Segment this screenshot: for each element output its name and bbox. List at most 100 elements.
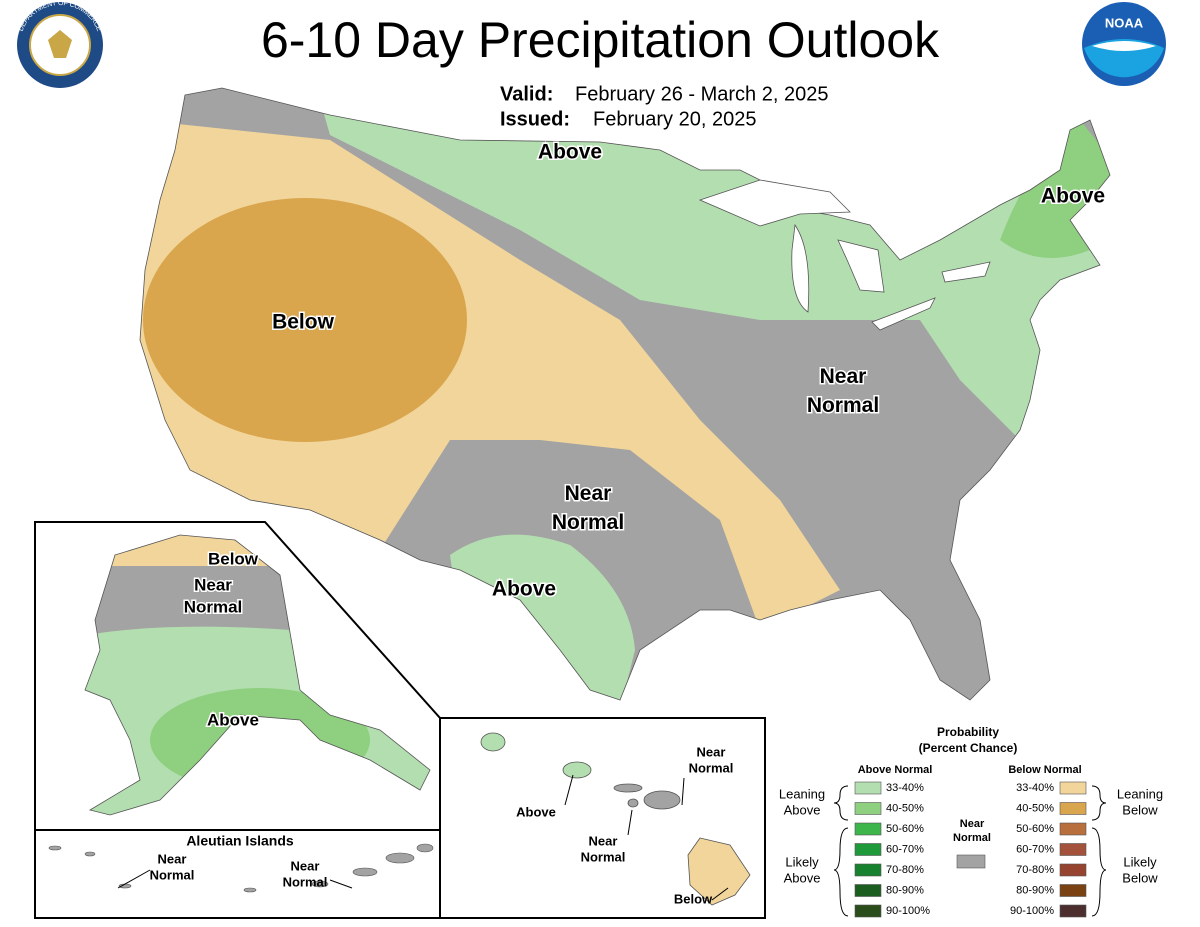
legend-swatch bbox=[1059, 884, 1087, 897]
region-label: Normal bbox=[689, 760, 734, 775]
island bbox=[352, 867, 378, 877]
legend-swatch bbox=[854, 843, 882, 856]
legend-swatch bbox=[854, 822, 882, 836]
region-label: Above bbox=[207, 710, 259, 729]
legend-swatch bbox=[1059, 822, 1087, 836]
region-label: Normal bbox=[581, 849, 626, 864]
legend-range: 50-60% bbox=[886, 823, 924, 835]
seal-eagle bbox=[48, 30, 72, 58]
bracket-label: Leaning bbox=[779, 786, 825, 801]
brace bbox=[1091, 827, 1107, 917]
region-label: Above bbox=[516, 804, 556, 819]
legend-swatch bbox=[854, 904, 882, 918]
valid-label: Valid: bbox=[500, 83, 553, 105]
legend-swatch bbox=[1059, 802, 1087, 815]
lake-michigan bbox=[791, 223, 810, 313]
title: 6-10 Day Precipitation Outlook bbox=[261, 12, 940, 68]
region-label: Below bbox=[208, 549, 259, 568]
region-label: Near bbox=[697, 744, 726, 759]
region-label: Near bbox=[291, 858, 320, 873]
hawaii-islands bbox=[480, 732, 751, 906]
legend-range: 80-90% bbox=[1016, 884, 1054, 896]
lake-erie bbox=[871, 297, 936, 331]
region-label: Normal bbox=[184, 597, 243, 616]
below-40-50-area bbox=[143, 198, 467, 442]
molokai bbox=[613, 783, 643, 793]
island bbox=[416, 843, 434, 853]
alaska-outline bbox=[84, 534, 431, 816]
region-label: Near bbox=[194, 575, 232, 594]
region-label: Near bbox=[820, 365, 867, 388]
lake-superior bbox=[698, 179, 851, 227]
legend-swatch bbox=[854, 863, 882, 877]
legend-swatch bbox=[854, 781, 882, 795]
leader-line bbox=[627, 809, 633, 836]
leader-line bbox=[681, 777, 685, 806]
noaa-logo: NOAA bbox=[1082, 2, 1166, 86]
legend: Probability (Percent Chance) Above Norma… bbox=[779, 725, 1163, 918]
bracket-label: Likely bbox=[785, 854, 819, 869]
aleutian-islands bbox=[48, 843, 434, 893]
bracket-label: Above bbox=[784, 802, 821, 817]
lake-huron bbox=[837, 239, 885, 293]
maui bbox=[643, 790, 681, 810]
legend-range: 70-80% bbox=[886, 864, 924, 876]
legend-range: 40-50% bbox=[1016, 802, 1054, 814]
legend-range: 50-60% bbox=[1016, 823, 1054, 835]
kauai bbox=[480, 732, 506, 752]
legend-swatch bbox=[1059, 863, 1087, 877]
oahu bbox=[562, 761, 592, 779]
region-label: Near bbox=[589, 833, 618, 848]
legend-swatch bbox=[1059, 781, 1087, 795]
bracket-label: Below bbox=[1122, 870, 1158, 885]
legend-swatch bbox=[1059, 843, 1087, 856]
bracket-label: Above bbox=[784, 870, 821, 885]
region-label: Above bbox=[492, 578, 556, 601]
above-header: Above Normal bbox=[858, 764, 933, 776]
issued-label: Issued: bbox=[500, 108, 570, 130]
big-island bbox=[687, 837, 751, 906]
near-label: Normal bbox=[953, 832, 991, 844]
legend-range: 90-100% bbox=[1010, 905, 1054, 917]
noaa-gull bbox=[1092, 41, 1156, 51]
brace bbox=[1091, 785, 1107, 821]
legend-range: 60-70% bbox=[886, 843, 924, 855]
hawaii-leaders bbox=[564, 774, 729, 901]
issued-date: February 20, 2025 bbox=[593, 108, 756, 130]
bracket-label: Leaning bbox=[1117, 786, 1163, 801]
brace bbox=[833, 785, 849, 821]
brace bbox=[833, 827, 849, 917]
region-label: Normal bbox=[807, 394, 879, 417]
region-label: Normal bbox=[283, 874, 328, 889]
lake-ontario bbox=[941, 261, 991, 283]
legend-range: 70-80% bbox=[1016, 864, 1054, 876]
leader-line bbox=[329, 879, 353, 889]
legend-range: 33-40% bbox=[886, 782, 924, 794]
lanai bbox=[627, 798, 639, 808]
region-label: Below bbox=[674, 891, 713, 906]
region-label: Near bbox=[158, 851, 187, 866]
island bbox=[385, 852, 415, 864]
legend-range: 60-70% bbox=[1016, 843, 1054, 855]
braces bbox=[833, 785, 1107, 917]
region-label: Below bbox=[272, 311, 335, 334]
legend-swatch bbox=[854, 884, 882, 897]
conus bbox=[139, 87, 1111, 701]
region-label: Normal bbox=[552, 511, 624, 534]
island bbox=[48, 845, 62, 851]
legend-range: 33-40% bbox=[1016, 782, 1054, 794]
legend-swatch bbox=[854, 802, 882, 815]
island bbox=[311, 880, 329, 888]
leader-line bbox=[711, 887, 729, 901]
legend-subtitle: (Percent Chance) bbox=[919, 741, 1018, 755]
legend-title: Probability bbox=[937, 725, 999, 739]
texas-above-area bbox=[450, 534, 635, 700]
bracket-label: Below bbox=[1122, 802, 1158, 817]
near-swatch bbox=[956, 854, 986, 869]
near-label: Near bbox=[960, 818, 985, 830]
region-label: Normal bbox=[150, 867, 195, 882]
island bbox=[84, 851, 96, 857]
aleutian-title: Aleutian Islands bbox=[186, 833, 294, 849]
